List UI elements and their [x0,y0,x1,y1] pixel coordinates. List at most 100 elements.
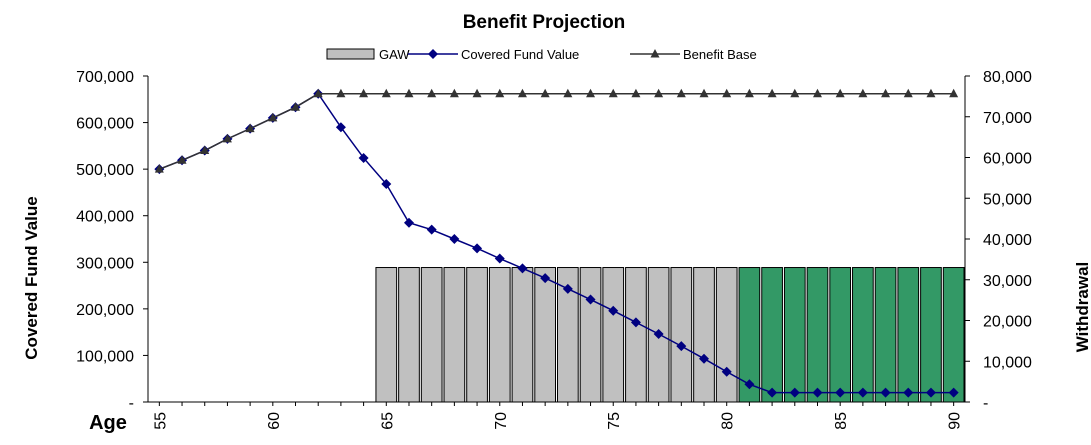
benefit-base-marker [881,88,891,98]
covered-fund-value-marker [494,253,505,264]
covered-fund-value-marker [608,305,619,316]
chart-title: Benefit Projection [463,12,626,33]
gaw-bar [942,267,965,403]
left-tick-label: 100,000 [76,348,134,365]
benefit-base-marker [744,88,754,98]
x-tick-label: 55 [152,412,169,430]
gaw-bar [511,267,534,403]
benefit-base-marker [699,88,709,98]
benefit-base-marker [381,88,391,98]
gaw-bar [829,267,852,403]
gaw-bar [670,267,693,403]
x-tick-label: 75 [606,412,623,430]
covered-fund-value-marker [789,387,800,398]
gaw-bar [579,267,602,403]
left-tick-label: 300,000 [76,255,134,272]
right-tick-label: 50,000 [983,191,1032,208]
benefit-base-marker [767,88,777,98]
benefit-base-marker [631,88,641,98]
covered-fund-value-marker [767,387,778,398]
gaw-bar [466,267,488,403]
gaw-bar [398,267,420,403]
covered-fund-value-marker [676,341,687,352]
axes: - 100,000 200,000 300,000 400,000 500,000 600,… [76,69,1032,430]
legend-label-gaw: GAW [379,47,410,62]
covered-fund-value-marker [948,387,959,398]
gaw-bar [488,267,511,403]
benefit-base-line [159,92,954,170]
gaw-bars [375,267,965,403]
right-tick-label: - [983,395,988,412]
left-tick-label: 700,000 [76,69,134,86]
right-tick-label: 20,000 [983,314,1032,331]
covered-fund-value-marker [857,387,868,398]
covered-fund-value-marker [835,387,846,398]
covered-fund-value-marker [630,317,641,328]
benefit-base-marker [404,88,414,98]
legend-marker-covered-fund-value [428,49,438,59]
covered-fund-value-marker [358,152,369,163]
x-tick-label: 70 [493,412,510,430]
covered-fund-value-marker [925,387,936,398]
benefit-base-marker [858,88,868,98]
benefit-base-marker [427,88,437,98]
left-tick-label: - [129,395,134,412]
covered-fund-value-marker [744,379,755,390]
gaw-bar [625,267,647,403]
x-axis-title: Age [89,412,127,434]
right-tick-label: 60,000 [983,151,1032,168]
benefit-base-marker [540,88,550,98]
covered-fund-value-marker [335,122,346,133]
covered-fund-value-marker [562,283,573,294]
covered-fund-value-marker [517,263,528,274]
x-tick-label: 90 [947,412,964,430]
right-tick-label: 70,000 [983,110,1032,127]
covered-fund-value-marker [585,294,596,305]
benefit-base-marker [654,88,664,98]
benefit-base-marker [835,88,845,98]
benefit-base-marker [177,155,187,164]
gaw-bar [920,267,942,403]
benefit-base-marker [313,88,323,98]
gaw-bar [602,267,625,403]
benefit-base-marker [722,88,732,98]
gaw-bar [534,267,556,403]
benefit-base-marker [926,88,936,98]
benefit-base-marker [495,88,505,98]
covered-fund-value-marker [540,273,551,284]
gaw-bar [420,267,443,403]
benefit-base-marker [268,112,278,122]
x-tick-label: 65 [379,412,396,430]
benefit-base-marker [449,88,459,98]
right-tick-label: 30,000 [983,273,1032,290]
right-tick-label: 40,000 [983,232,1032,249]
benefit-base-marker [200,145,210,155]
legend-marker-benefit-base [650,49,660,58]
right-tick-label: 10,000 [983,354,1032,371]
benefit-base-marker [608,88,618,98]
benefit-base-marker [517,88,527,98]
gaw-bar [715,267,738,403]
covered-fund-value-marker [812,387,823,398]
benefit-base-marker [563,88,573,98]
series-lines [154,88,959,398]
benefit-base-marker [359,88,369,98]
benefit-base-marker [472,88,482,98]
covered-fund-value-marker [403,217,414,228]
benefit-base-marker [903,88,913,98]
covered-fund-value-marker [903,387,914,398]
covered-fund-value-marker [699,353,710,364]
covered-fund-value-marker [449,234,460,244]
right-axis-title: Withdrawal [1073,262,1091,353]
gaw-bar [806,267,829,403]
left-tick-label: 500,000 [76,162,134,179]
gaw-bar [693,267,715,403]
left-tick-label: 400,000 [76,209,134,226]
gaw-bar [375,267,398,403]
left-axis-title: Covered Fund Value [22,196,41,359]
benefit-base-marker [291,102,301,111]
covered-fund-value-marker [880,387,891,398]
gaw-bar [443,267,466,403]
